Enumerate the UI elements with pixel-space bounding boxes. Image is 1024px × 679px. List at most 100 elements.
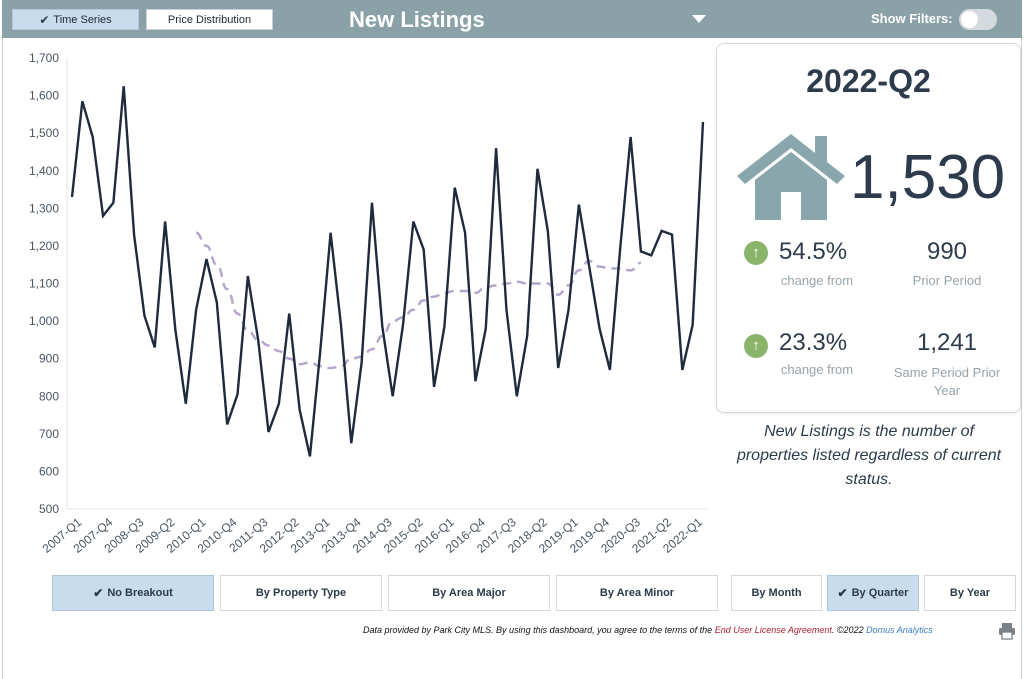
data-point[interactable] <box>440 323 448 331</box>
no-breakout-label: No Breakout <box>107 587 173 599</box>
data-point[interactable] <box>89 133 97 141</box>
data-point[interactable] <box>606 366 614 374</box>
data-point[interactable] <box>430 383 438 391</box>
data-point[interactable] <box>502 306 510 314</box>
data-point[interactable] <box>678 366 686 374</box>
data-point[interactable] <box>461 229 469 237</box>
eula-link[interactable]: End User License Agreement <box>714 625 832 635</box>
data-point[interactable] <box>420 246 428 254</box>
data-point[interactable] <box>202 255 210 263</box>
data-point[interactable] <box>451 184 459 192</box>
description-line: status. <box>845 471 893 488</box>
time-series-tab[interactable]: ✔ Time Series <box>12 9 139 30</box>
data-point[interactable] <box>658 227 666 235</box>
data-point[interactable] <box>254 336 262 344</box>
same-period-label-line2: Year <box>933 383 961 398</box>
x-axis: 2007-Q12007-Q42008-Q32009-Q22010-Q12010-… <box>40 515 706 556</box>
data-point[interactable] <box>109 199 117 207</box>
data-point[interactable] <box>627 133 635 141</box>
check-icon: ✔ <box>837 586 848 600</box>
no-breakout-button[interactable]: ✔ No Breakout <box>52 575 214 611</box>
description-line: properties listed regardless of current <box>736 447 1002 464</box>
data-point[interactable] <box>668 231 676 239</box>
data-point[interactable] <box>399 321 407 329</box>
data-point[interactable] <box>234 390 242 398</box>
footer-text: Data provided by Park City MLS. By using… <box>363 625 715 635</box>
data-point[interactable] <box>492 144 500 152</box>
data-point[interactable] <box>68 193 76 201</box>
data-point[interactable] <box>689 321 697 329</box>
y-tick-label: 1,200 <box>29 239 59 253</box>
trend-series-line <box>195 231 642 370</box>
data-point[interactable] <box>192 306 200 314</box>
caret-down-icon[interactable] <box>692 15 706 23</box>
by-area-major-button[interactable]: By Area Major <box>388 575 550 611</box>
data-point[interactable] <box>327 229 335 237</box>
data-point[interactable] <box>409 217 417 225</box>
change-prior-sub: change from <box>780 273 854 288</box>
data-point[interactable] <box>368 199 376 207</box>
data-point[interactable] <box>285 310 293 318</box>
show-filters-toggle[interactable] <box>959 9 997 30</box>
data-point[interactable] <box>244 272 252 280</box>
data-point[interactable] <box>161 217 169 225</box>
data-point[interactable] <box>699 118 707 126</box>
data-point[interactable] <box>647 251 655 259</box>
by-property-type-label: By Property Type <box>255 587 347 599</box>
data-point[interactable] <box>378 323 386 331</box>
data-point[interactable] <box>544 227 552 235</box>
domus-link[interactable]: Domus Analytics <box>866 625 933 635</box>
by-property-type-button[interactable]: By Property Type <box>220 575 382 611</box>
y-axis: 500 600 700 800 900 1,000 1,100 1,200 1,300 1,400… <box>29 51 59 516</box>
data-point[interactable] <box>120 82 128 90</box>
printer-icon[interactable] <box>998 622 1016 640</box>
data-point[interactable] <box>347 439 355 447</box>
data-point[interactable] <box>585 263 593 271</box>
by-area-major-label: By Area Major <box>432 587 506 599</box>
check-icon: ✔ <box>39 12 50 27</box>
data-point[interactable] <box>637 248 645 256</box>
data-point[interactable] <box>275 400 283 408</box>
data-point[interactable] <box>213 298 221 306</box>
chart-series <box>68 82 707 460</box>
page-title: New Listings <box>349 7 485 32</box>
data-point[interactable] <box>533 165 541 173</box>
arrow-up-circle-icon: ↑ <box>744 334 768 358</box>
data-point[interactable] <box>223 420 231 428</box>
data-point[interactable] <box>296 405 304 413</box>
data-point[interactable] <box>358 358 366 366</box>
change-year-sub: change from <box>780 362 854 377</box>
data-point[interactable] <box>171 326 179 334</box>
y-tick-label: 1,500 <box>29 126 59 140</box>
price-distribution-tab[interactable]: Price Distribution <box>146 9 273 30</box>
data-point[interactable] <box>523 332 531 340</box>
data-point[interactable] <box>337 321 345 329</box>
data-point[interactable] <box>471 377 479 385</box>
data-point[interactable] <box>554 364 562 372</box>
data-point[interactable] <box>389 392 397 400</box>
data-point[interactable] <box>616 244 624 252</box>
data-point[interactable] <box>99 212 107 220</box>
data-point[interactable] <box>130 231 138 239</box>
data-point[interactable] <box>182 400 190 408</box>
data-point[interactable] <box>140 311 148 319</box>
same-period-label-line1: Same Period Prior <box>893 365 1001 380</box>
data-point[interactable] <box>482 325 490 333</box>
data-point[interactable] <box>151 343 159 351</box>
data-point[interactable] <box>306 452 314 460</box>
by-area-minor-label: By Area Minor <box>599 587 675 599</box>
by-area-minor-button[interactable]: By Area Minor <box>556 575 718 611</box>
data-point[interactable] <box>316 347 324 355</box>
data-point[interactable] <box>575 201 583 209</box>
data-point[interactable] <box>265 428 273 436</box>
data-point[interactable] <box>596 325 604 333</box>
data-point[interactable] <box>513 392 521 400</box>
by-month-button[interactable]: By Month <box>731 575 822 611</box>
data-point[interactable] <box>565 306 573 314</box>
by-quarter-button[interactable]: ✔ By Quarter <box>827 575 919 611</box>
data-point[interactable] <box>78 97 86 105</box>
y-tick-label: 1,300 <box>29 201 59 215</box>
by-year-button[interactable]: By Year <box>924 575 1016 611</box>
description-line: New Listings is the number of <box>764 423 974 440</box>
